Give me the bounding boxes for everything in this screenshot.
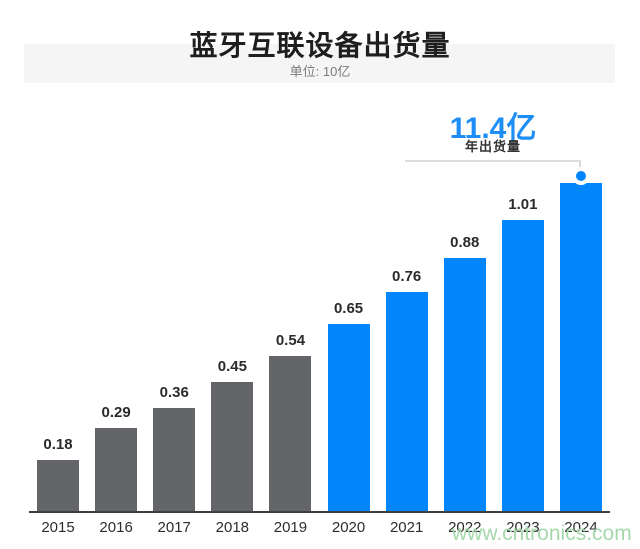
bar-2023: 1.01 2023: [501, 196, 544, 536]
watermark: www.cntronics.com: [452, 522, 632, 545]
bar-year-label: 2020: [331, 519, 366, 536]
x-axis-line: [29, 511, 610, 513]
bar-year-label: 2023: [506, 519, 540, 536]
highlight-marker: [571, 167, 590, 185]
bar-value-label: 0.54: [275, 332, 306, 349]
bar-value-label: 0.65: [333, 300, 364, 317]
bar-value-label: 0.88: [450, 234, 480, 251]
bar-2017: 0.36 2017: [153, 384, 196, 536]
bar-year-label: 2016: [99, 519, 133, 536]
bar-2018: 0.45 2018: [211, 358, 254, 536]
bar-2016: 0.29 2016: [95, 404, 138, 536]
bar-year-label: 2024: [564, 519, 598, 536]
bar-value-label: 0.36: [159, 384, 189, 401]
bar-year-label: 2018: [215, 519, 250, 536]
bar-year-label: 2022: [448, 519, 482, 536]
bar-series: 0.18 2015 0.29 2016 0.36 2017 0.45 2018 0.54 2019…: [37, 167, 602, 536]
bar-year-label: 2017: [157, 519, 191, 536]
callout-label: 年出货量: [464, 139, 522, 154]
bar-2019: 0.54 2019: [269, 332, 312, 536]
bar-year-label: 2019: [273, 519, 308, 536]
header-band: [24, 44, 615, 83]
callout-elbow-line: [405, 160, 581, 173]
bar-2024: 2024: [559, 167, 602, 536]
callout-value: 11.4亿: [449, 112, 537, 145]
bar-year-label: 2015: [41, 519, 75, 536]
bar-year-label: 2021: [389, 519, 424, 536]
bar-value-label: 1.01: [508, 196, 538, 213]
chart-subtitle: 单位: 10亿: [289, 64, 351, 79]
bar-value-label: 0.18: [43, 436, 73, 453]
bar-2020: 0.65 2020: [327, 300, 370, 536]
bar-2015: 0.18 2015: [37, 436, 79, 536]
bar-value-label: 0.76: [392, 268, 422, 285]
bar-value-label: 0.29: [101, 404, 131, 421]
bar-value-label: 0.45: [217, 358, 247, 375]
bar-2022: 0.88 2022: [443, 234, 486, 536]
bar-2021: 0.76 2021: [385, 268, 428, 536]
chart-title: 蓝牙互联设备出货量: [189, 30, 451, 61]
